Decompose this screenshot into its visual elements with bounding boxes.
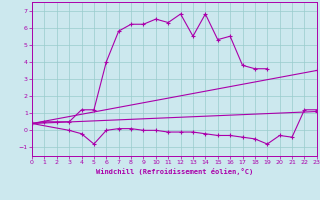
X-axis label: Windchill (Refroidissement éolien,°C): Windchill (Refroidissement éolien,°C) <box>96 168 253 175</box>
